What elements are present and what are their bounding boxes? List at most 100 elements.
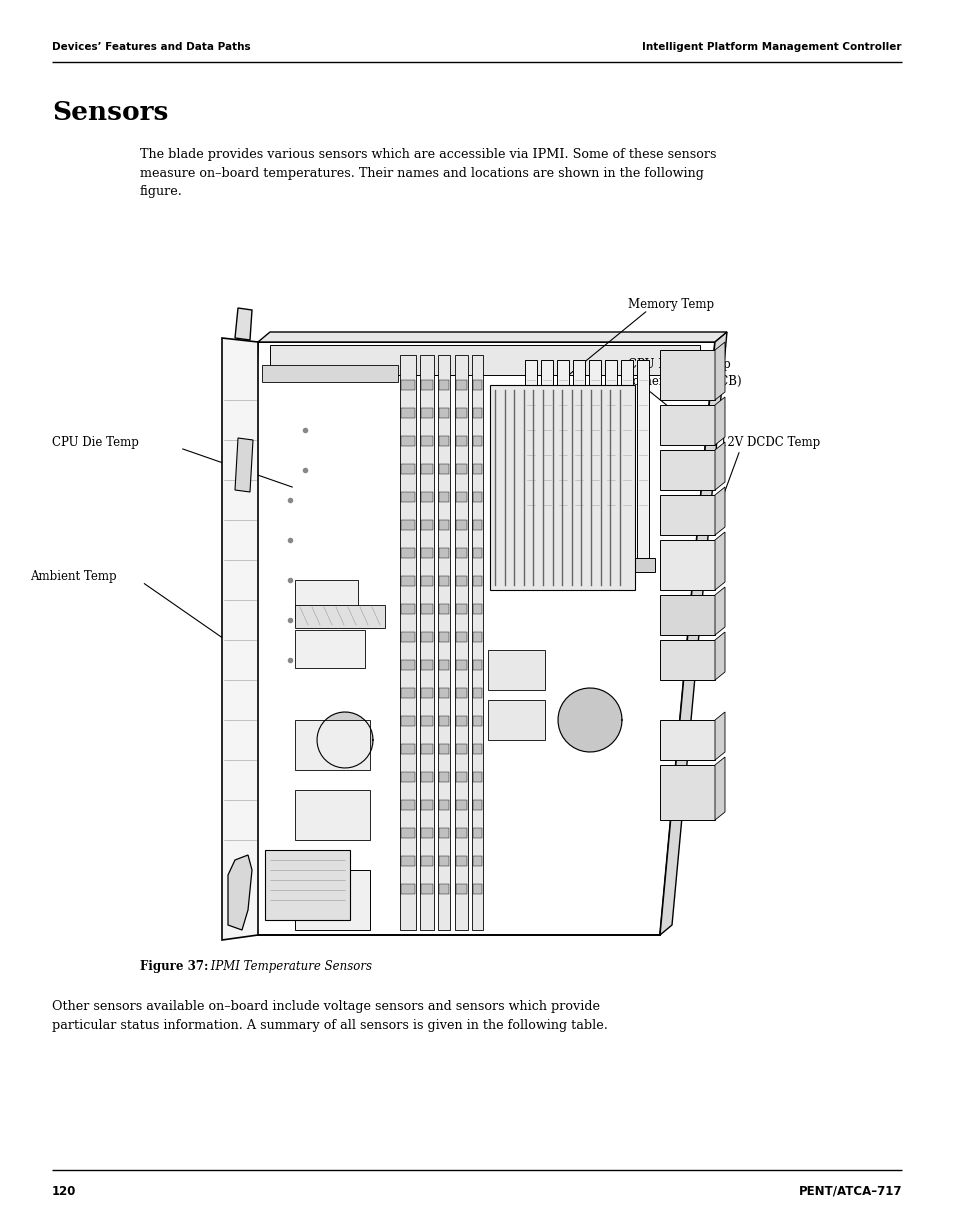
Bar xyxy=(473,520,481,530)
Polygon shape xyxy=(558,687,621,752)
Bar xyxy=(420,772,433,782)
Bar xyxy=(473,577,481,586)
Text: CPU Die Temp: CPU Die Temp xyxy=(52,436,139,448)
Polygon shape xyxy=(262,365,397,382)
Bar xyxy=(456,632,467,642)
Polygon shape xyxy=(316,712,373,768)
Text: PENT/ATCA–717: PENT/ATCA–717 xyxy=(798,1185,901,1198)
Polygon shape xyxy=(540,360,553,561)
Bar xyxy=(438,520,449,530)
Bar xyxy=(456,408,467,418)
Bar xyxy=(473,856,481,866)
Bar xyxy=(400,464,415,474)
Text: Other sensors available on–board include voltage sensors and sensors which provi: Other sensors available on–board include… xyxy=(52,1000,607,1031)
Bar xyxy=(420,577,433,586)
Bar xyxy=(400,856,415,866)
Bar xyxy=(400,800,415,809)
Bar xyxy=(456,744,467,754)
Bar xyxy=(420,548,433,558)
Bar xyxy=(473,408,481,418)
Text: Devices’ Features and Data Paths: Devices’ Features and Data Paths xyxy=(52,42,251,52)
Bar xyxy=(400,492,415,501)
Polygon shape xyxy=(659,719,714,760)
Polygon shape xyxy=(714,487,724,535)
Bar xyxy=(400,660,415,670)
Bar xyxy=(456,856,467,866)
Bar xyxy=(420,744,433,754)
Bar xyxy=(438,408,449,418)
Polygon shape xyxy=(294,630,365,668)
Bar xyxy=(438,492,449,501)
Polygon shape xyxy=(659,495,714,535)
Polygon shape xyxy=(604,360,617,561)
Bar xyxy=(420,828,433,838)
Bar xyxy=(473,772,481,782)
Bar xyxy=(456,436,467,446)
Bar xyxy=(456,548,467,558)
Bar xyxy=(438,856,449,866)
Bar xyxy=(473,492,481,501)
Polygon shape xyxy=(714,442,724,490)
Text: Figure 37:: Figure 37: xyxy=(140,960,208,973)
Bar xyxy=(400,577,415,586)
Bar xyxy=(420,464,433,474)
Polygon shape xyxy=(714,712,724,760)
Polygon shape xyxy=(488,650,544,690)
Bar xyxy=(473,744,481,754)
Polygon shape xyxy=(714,632,724,680)
Polygon shape xyxy=(714,342,724,400)
Bar xyxy=(438,660,449,670)
Bar xyxy=(400,632,415,642)
Polygon shape xyxy=(419,355,434,930)
Polygon shape xyxy=(714,397,724,445)
Bar xyxy=(400,687,415,699)
Bar xyxy=(400,772,415,782)
Polygon shape xyxy=(714,586,724,634)
Bar xyxy=(456,687,467,699)
Polygon shape xyxy=(524,360,537,561)
Polygon shape xyxy=(659,405,714,445)
Bar xyxy=(438,577,449,586)
Polygon shape xyxy=(659,639,714,680)
Text: Memory Temp: Memory Temp xyxy=(627,298,714,310)
Text: 12V DCDC Temp: 12V DCDC Temp xyxy=(720,436,820,448)
Text: (other side of PCB): (other side of PCB) xyxy=(627,375,740,388)
Bar xyxy=(438,800,449,809)
Text: Intelligent Platform Management Controller: Intelligent Platform Management Controll… xyxy=(641,42,901,52)
Bar xyxy=(420,379,433,391)
Polygon shape xyxy=(659,540,714,590)
Polygon shape xyxy=(472,355,482,930)
Bar xyxy=(400,885,415,894)
Polygon shape xyxy=(222,338,257,940)
Bar xyxy=(456,379,467,391)
Polygon shape xyxy=(234,308,252,340)
Polygon shape xyxy=(294,580,357,618)
Polygon shape xyxy=(573,360,584,561)
Polygon shape xyxy=(620,360,633,561)
Bar xyxy=(473,885,481,894)
Polygon shape xyxy=(294,870,370,930)
Polygon shape xyxy=(399,355,416,930)
Polygon shape xyxy=(488,700,544,740)
Polygon shape xyxy=(294,605,385,628)
Polygon shape xyxy=(659,450,714,490)
Polygon shape xyxy=(270,345,700,375)
Bar xyxy=(438,772,449,782)
Text: 120: 120 xyxy=(52,1185,76,1198)
Bar xyxy=(400,520,415,530)
Bar xyxy=(400,548,415,558)
Bar xyxy=(420,800,433,809)
Bar xyxy=(420,604,433,614)
Bar xyxy=(438,604,449,614)
Bar xyxy=(473,548,481,558)
Polygon shape xyxy=(714,756,724,821)
Bar xyxy=(473,660,481,670)
Bar xyxy=(456,492,467,501)
Polygon shape xyxy=(437,355,450,930)
Polygon shape xyxy=(265,850,350,920)
Bar xyxy=(438,632,449,642)
Bar xyxy=(473,800,481,809)
Polygon shape xyxy=(234,439,253,492)
Bar xyxy=(420,436,433,446)
Bar xyxy=(420,632,433,642)
